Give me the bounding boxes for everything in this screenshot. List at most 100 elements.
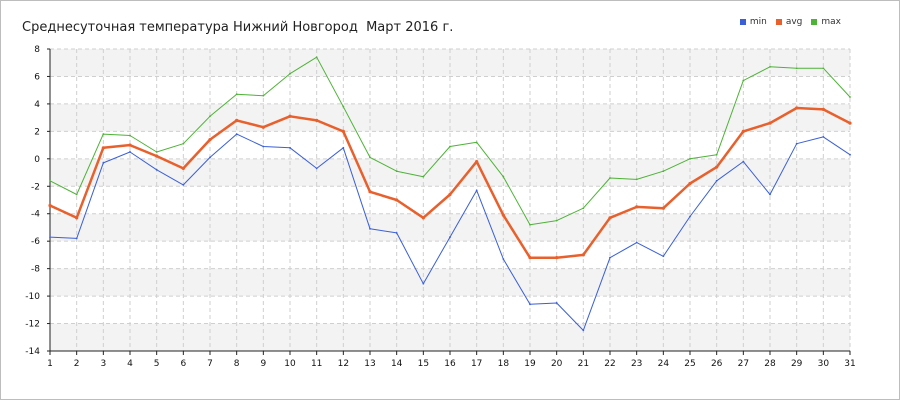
- x-tick-label: 15: [418, 359, 429, 369]
- x-tick-label: 11: [311, 359, 322, 369]
- data-point-min: [289, 146, 291, 149]
- data-point-min: [475, 189, 478, 192]
- data-point-avg: [821, 107, 825, 111]
- data-point-min: [449, 236, 451, 238]
- data-point-min: [769, 193, 771, 196]
- data-point-min: [635, 241, 638, 244]
- data-point-max: [582, 207, 585, 210]
- data-point-max: [209, 115, 211, 118]
- y-tick-label: 6: [34, 72, 40, 82]
- data-point-avg: [448, 192, 452, 197]
- data-point-max: [182, 142, 185, 145]
- data-point-max: [715, 153, 718, 156]
- data-point-max: [742, 79, 745, 82]
- y-tick-label: 8: [34, 45, 40, 55]
- data-point-avg: [155, 154, 159, 158]
- x-tick-label: 23: [631, 359, 642, 369]
- data-point-avg: [475, 159, 479, 164]
- data-point-min: [395, 232, 398, 234]
- data-point-max: [49, 179, 51, 182]
- data-point-min: [182, 184, 185, 186]
- data-point-min: [529, 303, 531, 306]
- legend-label-avg: avg: [785, 17, 803, 27]
- data-point-max: [822, 67, 825, 70]
- y-tick-label: -6: [31, 237, 40, 247]
- legend-item-avg: avg: [775, 17, 803, 27]
- chart-title: Среднесуточная температура Нижний Новгор…: [22, 20, 454, 35]
- data-point-min: [129, 151, 131, 153]
- data-point-avg: [715, 165, 719, 169]
- data-point-min: [155, 168, 158, 171]
- x-tick-label: 2: [74, 359, 80, 369]
- data-point-avg: [288, 114, 292, 118]
- data-point-min: [75, 237, 78, 240]
- x-tick-label: 22: [604, 359, 615, 369]
- data-point-max: [475, 141, 478, 144]
- data-point-min: [662, 255, 665, 258]
- legend-label-max: max: [821, 17, 841, 27]
- data-point-min: [689, 215, 691, 218]
- data-point-avg: [48, 203, 52, 208]
- data-point-avg: [235, 118, 239, 122]
- x-tick-label: 18: [498, 359, 510, 369]
- y-tick-label: 2: [34, 127, 40, 137]
- data-point-avg: [768, 121, 772, 125]
- data-point-avg: [75, 216, 79, 220]
- data-point-min: [822, 135, 825, 138]
- data-point-max: [449, 145, 451, 148]
- x-tick-label: 7: [207, 359, 213, 369]
- x-tick-label: 9: [260, 359, 266, 369]
- y-tick-label: -4: [31, 210, 40, 220]
- x-tick-label: 19: [524, 359, 536, 369]
- x-tick-label: 13: [364, 359, 375, 369]
- data-point-max: [609, 177, 611, 179]
- data-point-max: [555, 219, 558, 222]
- legend-label-min: min: [749, 17, 767, 27]
- data-point-max: [155, 151, 158, 153]
- data-point-avg: [341, 129, 345, 133]
- data-point-max: [262, 94, 265, 97]
- x-tick-label: 25: [684, 359, 695, 369]
- x-tick-label: 5: [154, 359, 160, 369]
- x-tick-label: 4: [127, 359, 133, 369]
- x-tick-label: 24: [658, 359, 670, 369]
- x-tick-label: 12: [338, 359, 349, 369]
- x-tick-label: 30: [818, 359, 830, 369]
- data-point-max: [235, 93, 238, 96]
- data-point-avg: [315, 118, 319, 122]
- x-tick-label: 16: [444, 359, 456, 369]
- data-point-avg: [261, 125, 265, 129]
- data-point-min: [102, 162, 105, 164]
- data-point-min: [49, 236, 51, 238]
- legend-swatch-max: [811, 19, 818, 25]
- x-tick-label: 1: [47, 359, 53, 369]
- x-tick-label: 21: [578, 359, 589, 369]
- x-tick-label: 20: [551, 359, 563, 369]
- data-point-avg: [635, 205, 639, 209]
- legend-swatch-min: [739, 19, 746, 25]
- data-point-min: [849, 153, 851, 156]
- data-point-min: [235, 133, 238, 136]
- data-point-avg: [128, 143, 132, 147]
- data-point-avg: [795, 106, 799, 110]
- data-point-max: [662, 170, 665, 173]
- data-point-avg: [608, 216, 612, 220]
- data-point-max: [422, 175, 425, 178]
- y-tick-label: -10: [25, 292, 40, 302]
- data-point-min: [422, 282, 425, 285]
- data-point-max: [342, 105, 345, 108]
- data-point-min: [502, 258, 505, 260]
- data-point-min: [582, 329, 585, 332]
- x-tick-label: 8: [234, 359, 240, 369]
- data-point-max: [795, 67, 798, 70]
- x-tick-label: 14: [391, 359, 403, 369]
- x-tick-label: 26: [711, 359, 723, 369]
- data-point-min: [262, 145, 265, 148]
- y-tick-label: -8: [31, 265, 40, 275]
- data-point-max: [395, 170, 398, 173]
- data-point-avg: [101, 146, 105, 150]
- legend-swatch-avg: [775, 19, 782, 25]
- data-point-avg: [661, 206, 665, 210]
- x-tick-label: 29: [791, 359, 803, 369]
